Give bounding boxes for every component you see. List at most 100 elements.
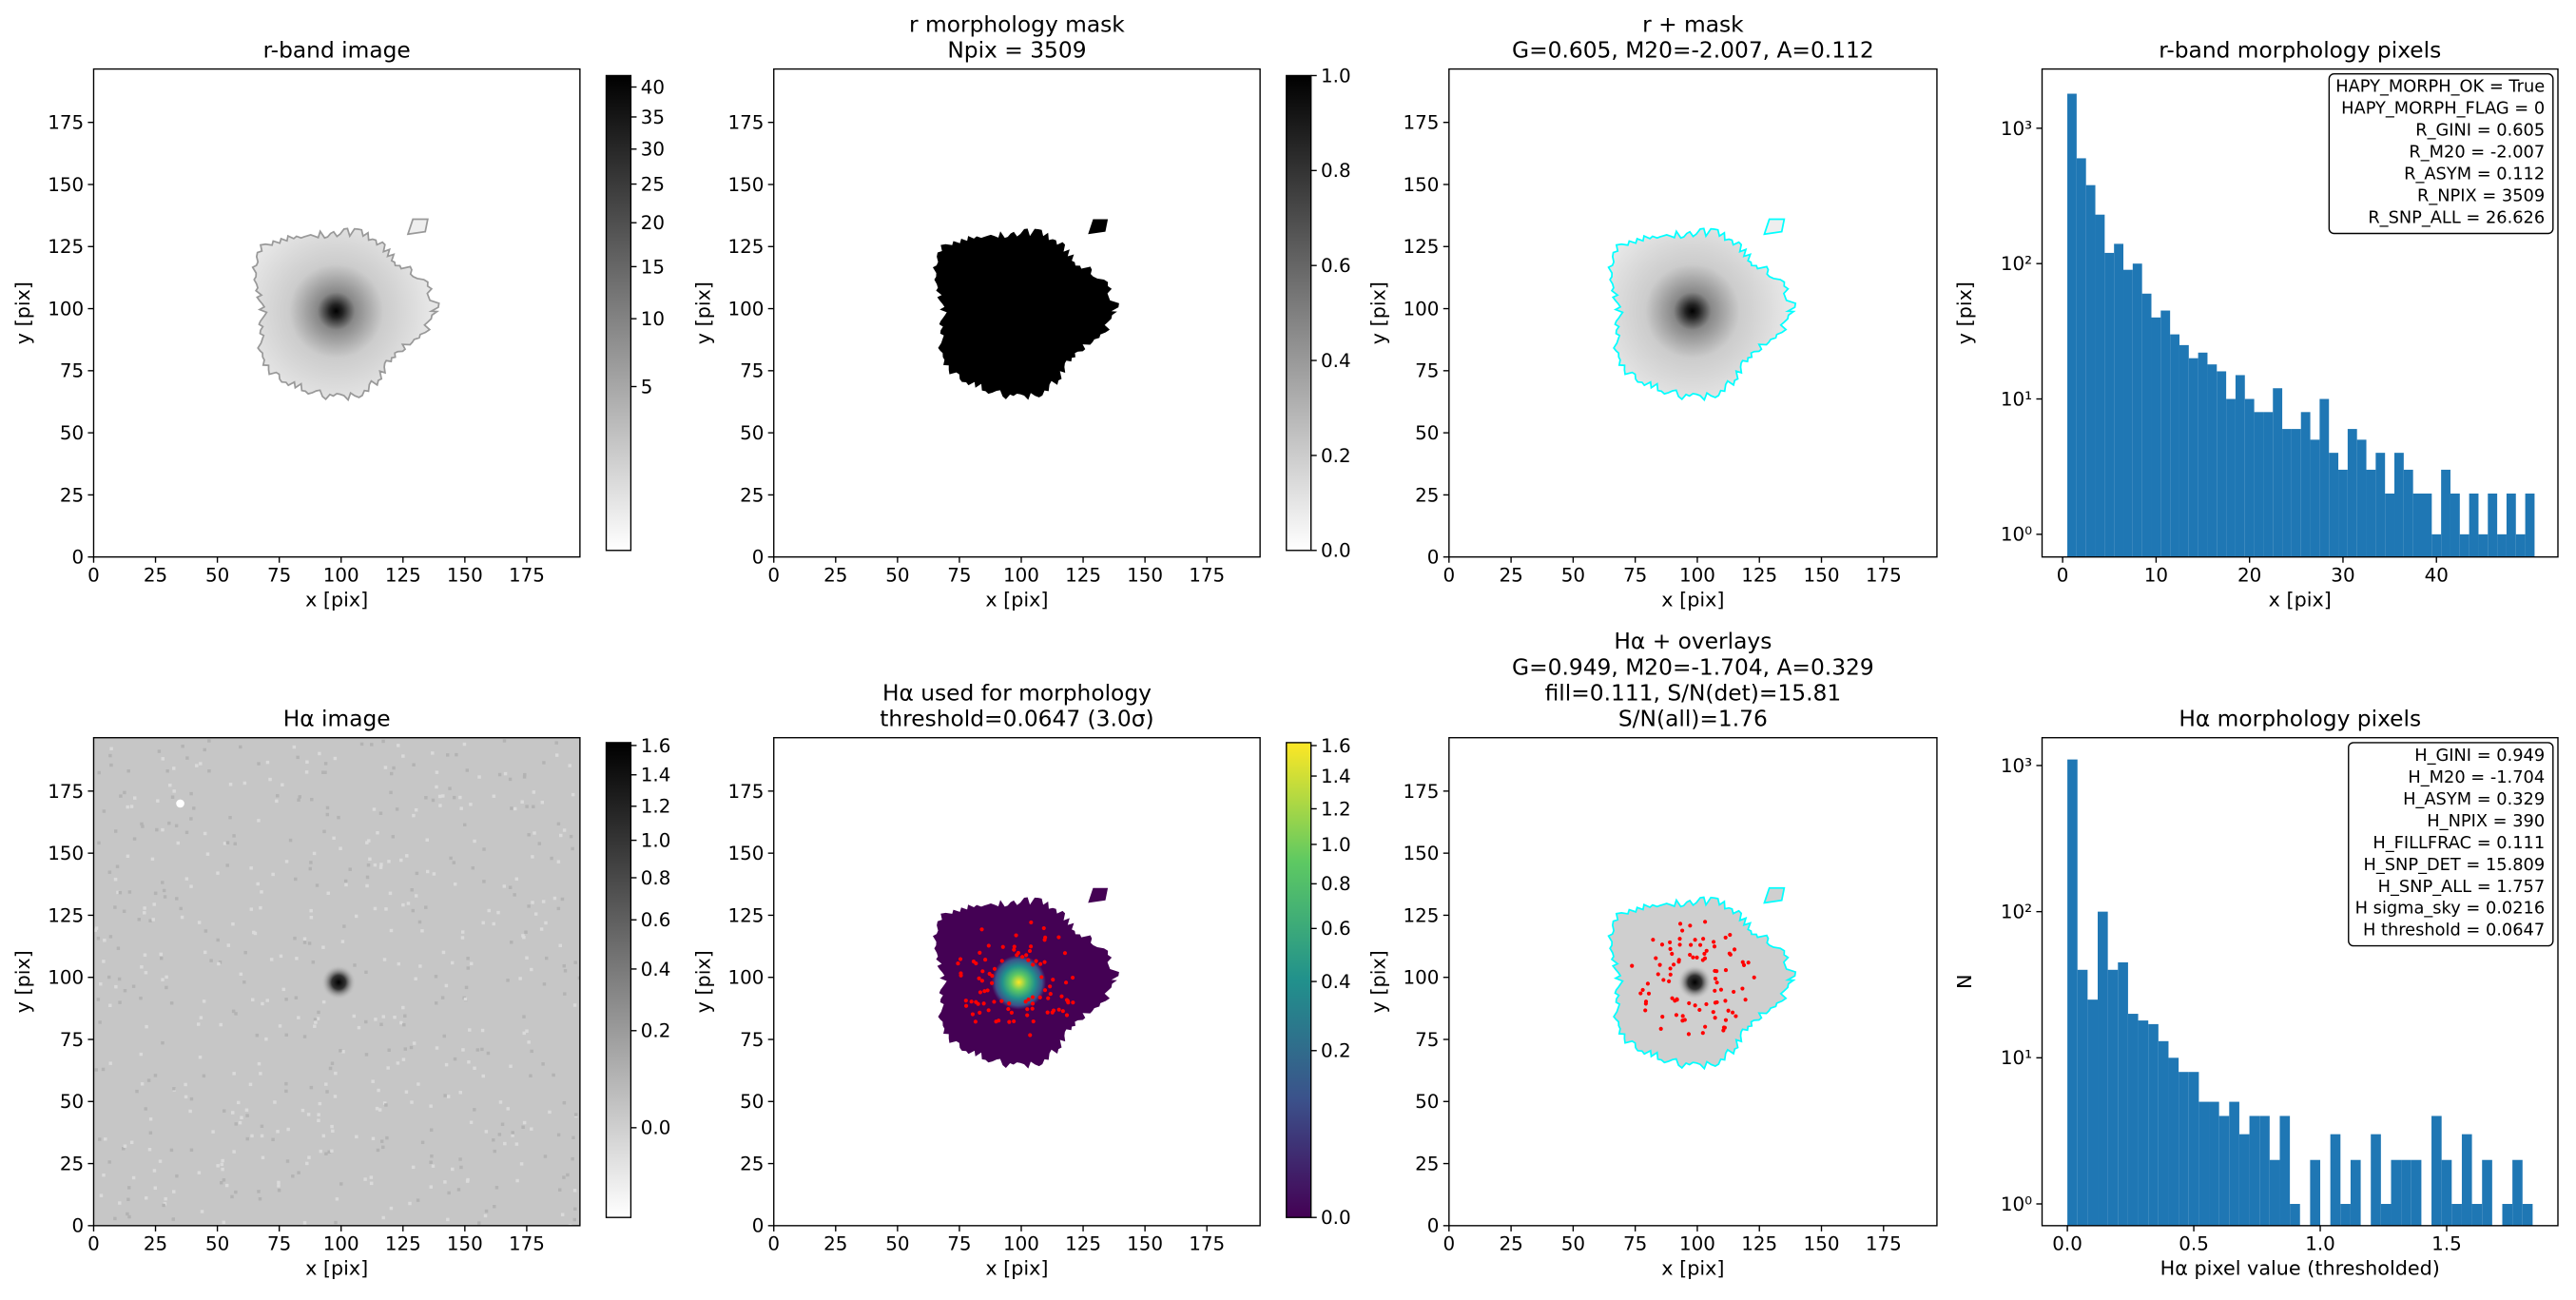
sky-noise (126, 1186, 131, 1190)
sky-noise (515, 1178, 519, 1183)
sky-noise (259, 905, 262, 910)
axes-frame (773, 68, 1261, 558)
sky-noise (265, 999, 269, 1002)
sky-noise (469, 1120, 474, 1124)
colorbar (1286, 742, 1312, 1218)
sky-noise (172, 766, 176, 770)
sky-noise (248, 1082, 253, 1087)
sky-noise (520, 800, 524, 804)
sky-noise (568, 764, 571, 767)
sky-noise (200, 1210, 204, 1213)
sky-noise (203, 950, 207, 955)
x-axis-label: x [pix] (305, 589, 368, 611)
detected-pixel (963, 999, 968, 1003)
detected-pixel (1000, 944, 1005, 949)
x-axis-label: x [pix] (1661, 1257, 1724, 1280)
sky-noise (115, 864, 120, 868)
sky-noise (102, 1173, 106, 1177)
annotation-line: H threshold = 0.0647 (2363, 921, 2545, 941)
detected-pixel (1723, 999, 1728, 1003)
sky-noise (176, 841, 181, 845)
sky-noise (104, 1137, 107, 1141)
sky-noise (261, 1155, 265, 1160)
sky-noise (236, 1100, 241, 1105)
sky-noise (393, 1015, 397, 1019)
sky-noise (143, 953, 147, 957)
sky-noise (313, 1018, 318, 1021)
detected-pixel (1045, 1010, 1050, 1015)
hist-bar (2269, 1159, 2280, 1226)
hist-bar (2067, 93, 2077, 557)
sky-noise (493, 1149, 496, 1154)
sky-noise (207, 739, 211, 743)
sky-noise (514, 1142, 519, 1146)
sky-noise (264, 1037, 268, 1041)
sky-noise (416, 1198, 420, 1202)
y-tick-label: 125 (727, 236, 764, 258)
sky-noise (180, 915, 184, 920)
sky-noise (225, 841, 230, 844)
sky-noise (250, 998, 255, 1001)
sky-noise (222, 1220, 225, 1225)
sky-noise (486, 1051, 491, 1056)
detected-pixel (1667, 979, 1672, 983)
detected-pixel (1687, 1000, 1692, 1005)
sky-noise (376, 831, 379, 835)
mask-nub (1763, 886, 1786, 904)
annotation-line: R_NPIX = 3509 (2417, 186, 2545, 206)
sky-noise (292, 745, 297, 749)
sky-noise (126, 854, 130, 859)
sky-noise (444, 1062, 449, 1067)
sky-noise (202, 1074, 206, 1078)
sky-noise (348, 867, 352, 871)
sky-noise (240, 1116, 243, 1119)
detected-pixel (986, 943, 991, 948)
sky-noise (556, 1133, 561, 1137)
sky-noise (152, 902, 156, 906)
sky-noise (522, 1120, 527, 1125)
sky-noise (249, 866, 253, 870)
sky-noise (465, 768, 469, 772)
detected-pixel (1700, 1031, 1705, 1036)
sky-noise (371, 1136, 376, 1141)
detected-pixel (1670, 951, 1675, 957)
sky-noise (562, 828, 567, 832)
sky-noise (429, 1160, 433, 1164)
hist-bar (2451, 1203, 2462, 1226)
detected-pixel (1038, 961, 1043, 966)
hist-bar (2098, 911, 2108, 1226)
sky-noise (302, 1035, 307, 1038)
plot-area (1607, 218, 1797, 402)
sky-noise (396, 1061, 400, 1065)
x-tick-label: 0 (87, 1233, 100, 1255)
sky-noise (119, 794, 123, 798)
sky-noise (471, 866, 475, 870)
sky-noise (374, 1018, 378, 1021)
detected-pixel (1012, 947, 1017, 952)
sky-noise (330, 1124, 334, 1129)
sky-noise (379, 1022, 383, 1026)
x-tick-label: 100 (1679, 1233, 1715, 1255)
detected-pixel (1701, 937, 1706, 941)
sky-noise (415, 871, 419, 876)
detected-pixel (1723, 1018, 1729, 1022)
sky-noise (401, 1057, 406, 1061)
sky-noise (378, 865, 383, 869)
sky-noise (277, 1184, 281, 1188)
detected-pixel (958, 957, 963, 961)
y-tick-label: 25 (60, 484, 84, 506)
sky-noise (271, 872, 275, 877)
detected-pixel (1728, 952, 1733, 957)
sky-noise (189, 1096, 194, 1101)
detected-pixel (1062, 951, 1068, 956)
x-tick-label: 75 (1623, 1233, 1647, 1255)
y-tick-label: 50 (740, 422, 764, 444)
sky-noise (284, 1033, 288, 1038)
detected-pixel (1704, 948, 1709, 953)
colorbar-tick-label: 1.6 (641, 735, 671, 757)
chart-title: r-band image (263, 37, 411, 63)
sky-noise (460, 930, 465, 934)
x-tick-label: 150 (447, 1233, 483, 1255)
sky-noise (245, 1114, 249, 1117)
